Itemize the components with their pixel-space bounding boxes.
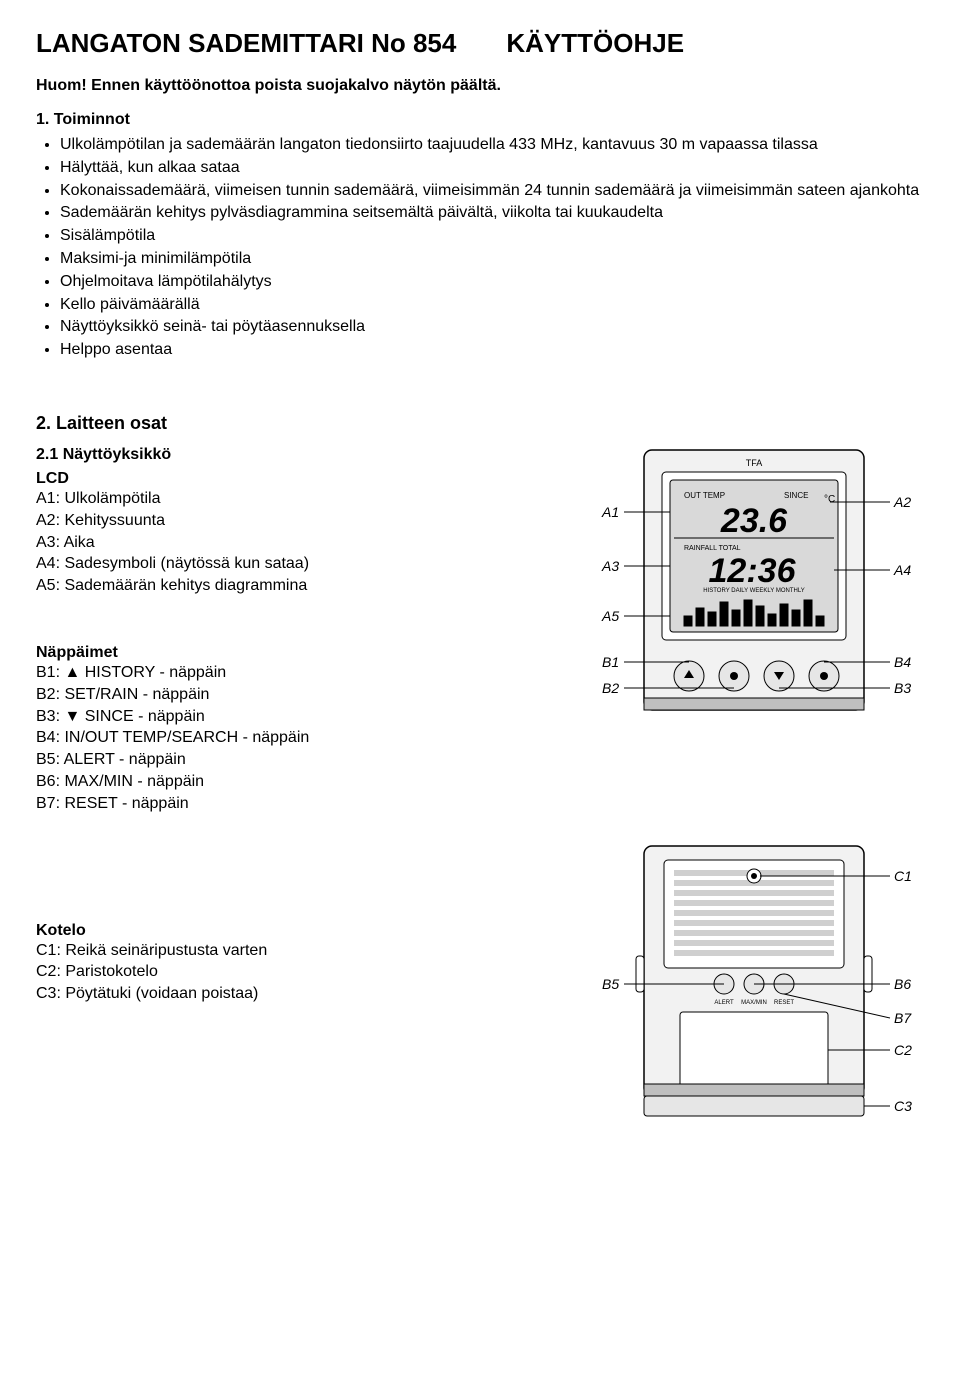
list-item: A2: Kehityssuunta <box>36 511 574 532</box>
svg-text:B7: B7 <box>894 1010 912 1026</box>
svg-text:B5: B5 <box>602 976 619 992</box>
note: Huom! Ennen käyttöönottoa poista suojaka… <box>36 77 924 95</box>
svg-text:MAX/MIN: MAX/MIN <box>741 1000 767 1006</box>
svg-text:OUT TEMP: OUT TEMP <box>684 491 725 500</box>
list-item: Kokonaissademäärä, viimeisen tunnin sade… <box>60 181 924 202</box>
list-item: Hälyttää, kun alkaa sataa <box>60 158 924 179</box>
list-item: B5: ALERT - näppäin <box>36 750 574 771</box>
list-item: C2: Paristokotelo <box>36 962 574 983</box>
keys-list: B1: ▲ HISTORY - näppäin B2: SET/RAIN - n… <box>36 663 574 815</box>
list-item: B1: ▲ HISTORY - näppäin <box>36 663 574 684</box>
list-item: A5: Sademäärän kehitys diagrammina <box>36 576 574 597</box>
svg-text:SINCE: SINCE <box>784 491 808 500</box>
device-back-diagram: ALERT MAX/MIN RESET C1 B5 B6 B7 <box>584 836 924 1126</box>
svg-text:HISTORY DAILY WEEKLY MONTHLY: HISTORY DAILY WEEKLY MONTHLY <box>703 588 804 594</box>
section-1-head: 1. Toiminnot <box>36 111 924 129</box>
svg-text:RAINFALL TOTAL: RAINFALL TOTAL <box>684 545 741 552</box>
svg-text:A4: A4 <box>893 562 911 578</box>
list-item: B7: RESET - näppäin <box>36 794 574 815</box>
svg-text:A3: A3 <box>601 558 619 574</box>
section-21-head: 2.1 Näyttöyksikkö <box>36 446 574 464</box>
device-front-diagram: TFA OUT TEMP SINCE 23.6 °C RAINFALL TOTA… <box>584 440 924 780</box>
list-item: A1: Ulkolämpötila <box>36 489 574 510</box>
list-item: Näyttöyksikkö seinä- tai pöytäasennuksel… <box>60 317 924 338</box>
list-item: B3: ▼ SINCE - näppäin <box>36 707 574 728</box>
svg-text:B2: B2 <box>602 680 619 696</box>
svg-text:B6: B6 <box>894 976 911 992</box>
svg-text:A1: A1 <box>601 504 619 520</box>
list-item: A4: Sadesymboli (näytössä kun sataa) <box>36 554 574 575</box>
svg-text:C2: C2 <box>894 1042 912 1058</box>
list-item: C3: Pöytätuki (voidaan poistaa) <box>36 984 574 1005</box>
list-item: B4: IN/OUT TEMP/SEARCH - näppäin <box>36 728 574 749</box>
svg-text:°C: °C <box>824 494 835 505</box>
svg-text:A2: A2 <box>893 494 911 510</box>
svg-text:B4: B4 <box>894 654 911 670</box>
case-head: Kotelo <box>36 922 574 940</box>
list-item: Ulkolämpötilan ja sademäärän langaton ti… <box>60 135 924 156</box>
list-item: A3: Aika <box>36 533 574 554</box>
list-item: Maksimi-ja minimilämpötila <box>60 249 924 270</box>
svg-text:23.6: 23.6 <box>720 502 788 540</box>
list-item: Helppo asentaa <box>60 340 924 361</box>
title-left: LANGATON SADEMITTARI No 854 <box>36 28 456 59</box>
case-list: C1: Reikä seinäripustusta varten C2: Par… <box>36 941 574 1005</box>
list-item: Ohjelmoitava lämpötilahälytys <box>60 272 924 293</box>
svg-text:TFA: TFA <box>746 458 763 468</box>
svg-text:B1: B1 <box>602 654 619 670</box>
title-right: KÄYTTÖOHJE <box>506 28 684 59</box>
list-item: C1: Reikä seinäripustusta varten <box>36 941 574 962</box>
list-item: B6: MAX/MIN - näppäin <box>36 772 574 793</box>
list-item: Kello päivämäärällä <box>60 295 924 316</box>
list-item: B2: SET/RAIN - näppäin <box>36 685 574 706</box>
section-1-list: Ulkolämpötilan ja sademäärän langaton ti… <box>36 135 924 361</box>
svg-text:C3: C3 <box>894 1098 912 1114</box>
list-item: Sademäärän kehitys pylväsdiagrammina sei… <box>60 203 924 224</box>
svg-text:A5: A5 <box>601 608 619 624</box>
svg-text:B3: B3 <box>894 680 911 696</box>
lcd-list: A1: Ulkolämpötila A2: Kehityssuunta A3: … <box>36 489 574 597</box>
section-2-head: 2. Laitteen osat <box>36 413 924 434</box>
svg-text:12:36: 12:36 <box>709 552 797 590</box>
svg-text:C1: C1 <box>894 868 912 884</box>
svg-text:ALERT: ALERT <box>714 1000 734 1006</box>
svg-text:RESET: RESET <box>774 1000 794 1006</box>
lcd-head: LCD <box>36 470 574 488</box>
list-item: Sisälämpötila <box>60 226 924 247</box>
keys-head: Näppäimet <box>36 644 574 662</box>
